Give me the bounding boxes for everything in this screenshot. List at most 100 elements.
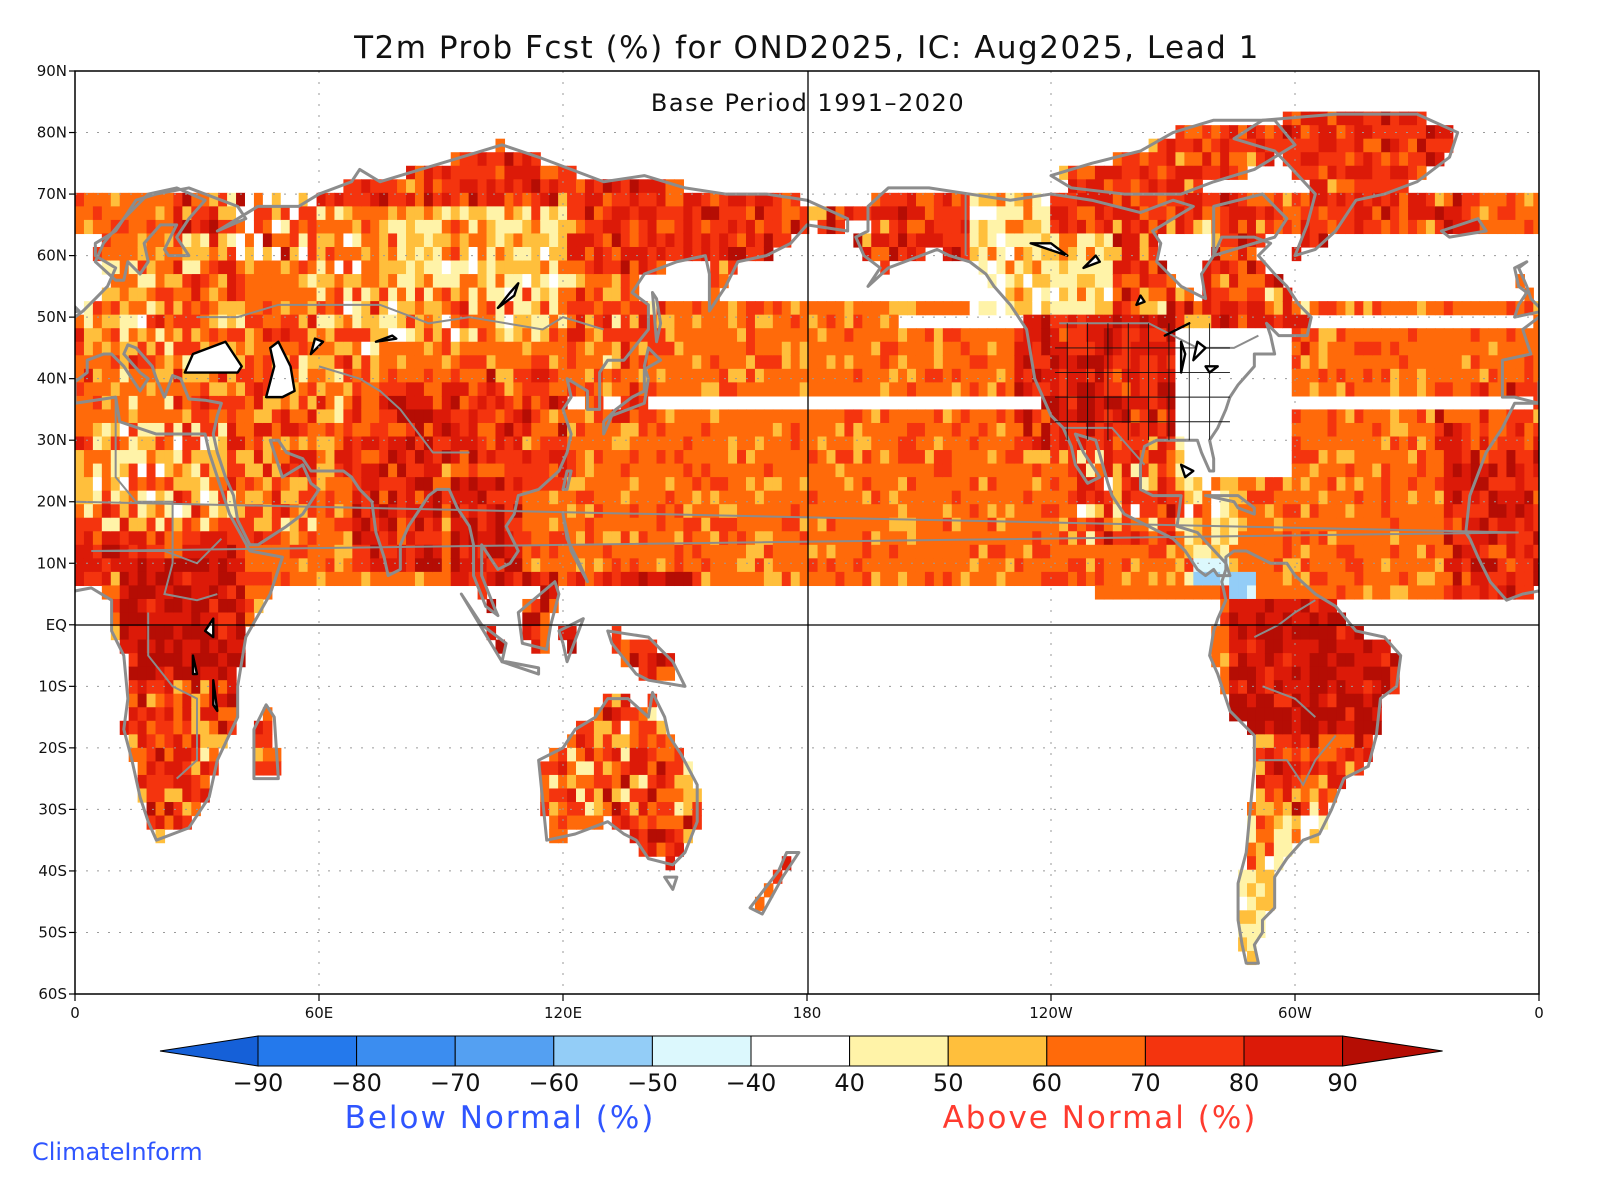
land-cell [1184,152,1194,167]
land-cell [1264,747,1275,763]
land-cell [584,558,595,573]
land-cell [602,477,613,492]
land-cell [477,585,488,600]
land-cell [1247,842,1257,857]
land-cell [522,287,532,302]
land-cell [1390,206,1400,221]
land-cell [218,653,228,668]
land-cell [1121,314,1132,329]
land-cell [468,477,479,492]
land-cell [119,260,130,275]
land-cell [1139,274,1150,289]
land-cell [1282,422,1293,438]
land-cell [128,531,139,546]
land-cell [1255,328,1266,343]
land-cell [602,734,613,749]
land-cell [611,233,622,248]
land-cell [1014,517,1024,532]
land-cell [808,382,819,397]
land-cell [1309,368,1320,383]
land-cell [942,477,953,492]
land-cell [593,260,604,275]
land-cell [441,274,452,289]
land-cell [1247,450,1257,465]
land-cell [173,788,183,803]
land-cell [1273,612,1284,627]
land-cell [602,802,613,817]
land-cell [978,328,989,343]
land-cell [1264,301,1275,316]
land-cell [1417,341,1427,356]
land-cell [1309,761,1320,776]
land-cell [593,341,604,356]
land-cell [182,612,192,627]
land-cell [379,395,389,411]
land-cell [1175,301,1185,316]
land-cell [924,219,935,235]
land-cell [1282,585,1293,600]
land-cell [1220,571,1230,587]
land-cell [1354,531,1364,546]
land-cell [236,368,246,383]
land-cell [763,301,774,316]
land-cell [459,450,470,465]
land-cell [1202,436,1212,451]
land-cell [227,368,237,383]
land-cell [414,517,425,532]
land-cell [1112,179,1123,194]
land-cell [701,301,711,316]
land-cell [540,328,550,343]
land-cell [549,571,559,587]
land-cell [110,341,121,356]
land-cell [155,409,166,424]
land-cell [1372,301,1382,316]
land-cell [1068,463,1078,478]
land-cell [343,328,353,343]
land-cell [1327,504,1338,519]
land-cell [1247,409,1257,424]
land-cell [549,301,559,316]
land-cell [1023,436,1033,451]
land-cell [826,463,837,478]
land-cell [334,531,344,546]
land-cell [388,246,398,262]
land-cell [495,233,506,248]
land-cell [1318,693,1329,708]
land-cell [763,206,774,221]
land-cell [1130,368,1141,383]
land-cell [477,382,488,397]
land-cell [683,422,693,438]
land-cell [620,720,631,735]
land-cell [987,490,998,505]
land-cell [1157,436,1168,451]
land-cell [611,368,622,383]
land-cell [978,355,989,370]
land-cell [522,368,532,383]
land-cell [1399,165,1409,180]
land-cell [1041,219,1051,235]
land-cell [1139,233,1150,248]
land-cell [1130,490,1141,505]
land-cell [835,341,846,356]
land-cell [1282,517,1293,532]
land-cell [737,246,747,262]
land-cell [996,558,1007,573]
land-cell [1273,842,1284,857]
land-cell [468,314,479,329]
land-cell [701,544,711,559]
land-cell [343,477,353,492]
land-cell [244,395,255,411]
land-cell [253,246,264,262]
land-cell [754,490,765,505]
land-cell [1255,355,1266,370]
land-cell [549,450,559,465]
land-cell [1077,382,1087,397]
land-cell [1408,544,1418,559]
land-cell [137,788,148,803]
land-cell [1363,490,1373,505]
land-cell [316,395,327,411]
land-cell [1094,301,1105,316]
land-cell [1229,125,1239,140]
land-cell [173,504,183,519]
land-cell [638,747,649,763]
